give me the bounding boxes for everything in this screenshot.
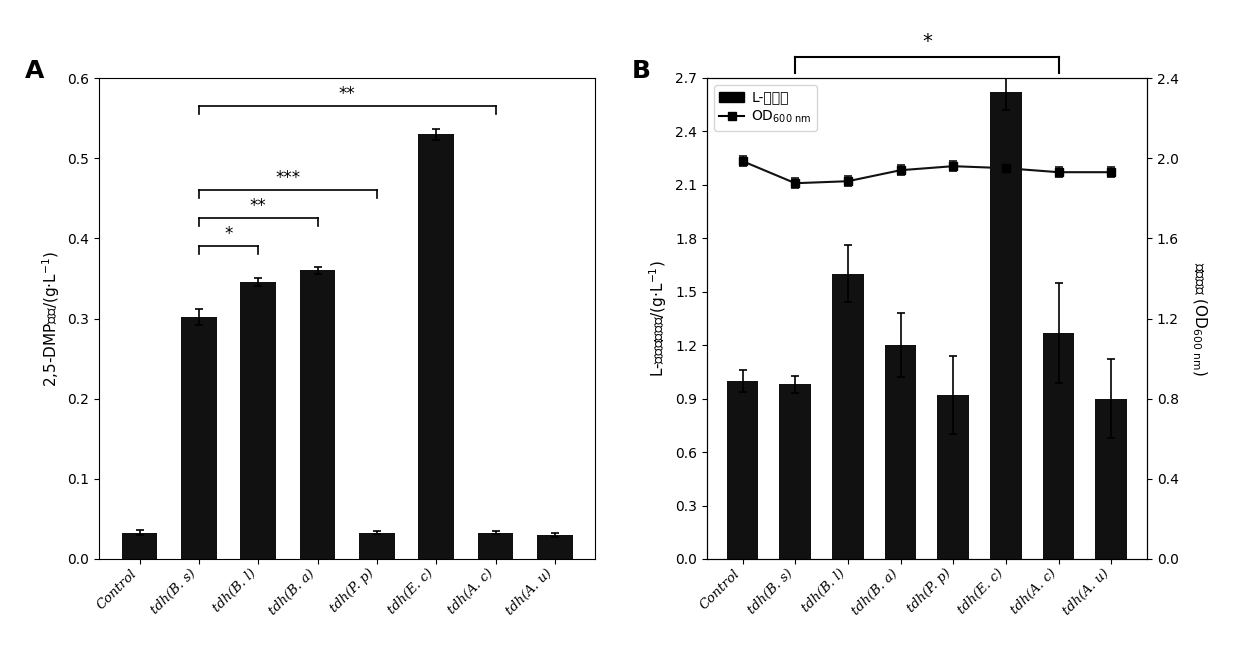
Bar [885,345,916,559]
Text: B: B [632,58,651,83]
Bar [1095,398,1127,559]
Legend: L-苏氨酸, OD$_{600\ \mathrm{nm}}$: L-苏氨酸, OD$_{600\ \mathrm{nm}}$ [714,85,817,131]
Text: ***: *** [275,169,300,187]
Bar [300,270,335,559]
Bar [181,317,217,559]
Bar [122,532,157,559]
Bar [360,532,394,559]
Text: *: * [923,32,931,51]
Bar [537,535,573,559]
Bar [780,384,811,559]
Text: *: * [224,225,233,243]
Bar [727,381,759,559]
Bar [477,532,513,559]
Y-axis label: 2,5-DMP产量/(g·L$^{-1}$): 2,5-DMP产量/(g·L$^{-1}$) [40,250,62,387]
Bar [832,274,864,559]
Y-axis label: 细胞密度 (OD$_{600\ \mathrm{nm}}$): 细胞密度 (OD$_{600\ \mathrm{nm}}$) [1190,262,1208,375]
Bar [418,134,454,559]
Text: **: ** [339,85,356,103]
Bar [1043,333,1074,559]
Y-axis label: L-苏氨酸消耗量/(g·L$^{-1}$): L-苏氨酸消耗量/(g·L$^{-1}$) [647,260,670,377]
Text: A: A [25,58,45,83]
Bar [990,92,1022,559]
Bar [241,281,277,559]
Text: **: ** [249,197,267,215]
Bar [937,395,968,559]
